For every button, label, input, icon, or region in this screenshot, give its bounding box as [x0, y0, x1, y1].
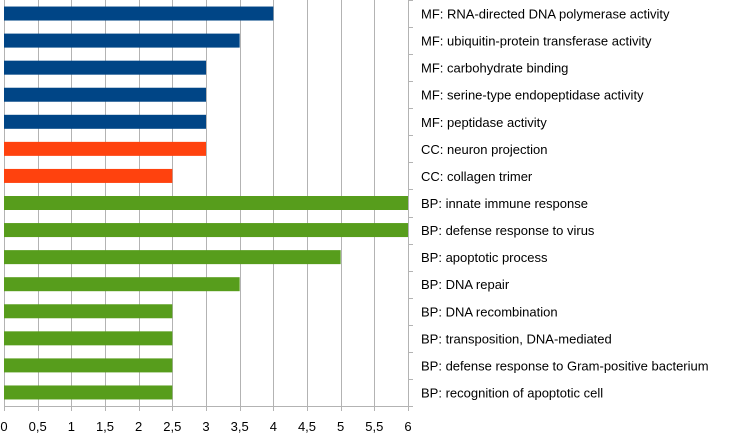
x-tick-label: 3	[202, 419, 209, 434]
bar	[4, 304, 173, 319]
bar	[4, 168, 173, 183]
category-label: BP: defense response to virus	[421, 223, 595, 238]
x-tick-label: 5	[337, 419, 344, 434]
category-label: MF: RNA-directed DNA polymerase activity	[421, 7, 670, 22]
x-tick-label: 3,5	[231, 419, 249, 434]
category-labels: MF: RNA-directed DNA polymerase activity…	[421, 7, 709, 401]
bar	[4, 114, 206, 129]
category-label: MF: serine-type endopeptidase activity	[421, 88, 644, 103]
bar	[4, 385, 173, 400]
x-tick-label: 1	[68, 419, 75, 434]
category-label: MF: carbohydrate binding	[421, 61, 568, 76]
x-axis: 0 0,5 1 1,5 2 2,5 3 3,5 4 4,5 5 5,5 6	[0, 406, 412, 434]
category-label: BP: recognition of apoptotic cell	[421, 385, 603, 400]
category-label: CC: neuron projection	[421, 142, 547, 157]
category-label: BP: innate immune response	[421, 196, 588, 211]
x-tick-label: 0,5	[29, 419, 47, 434]
x-tick-label: 4,5	[298, 419, 316, 434]
bar	[4, 6, 274, 21]
x-tick-label: 4	[270, 419, 277, 434]
bar	[4, 141, 206, 156]
bar	[4, 60, 206, 75]
category-label: BP: apoptotic process	[421, 250, 548, 265]
x-tick-label: 1,5	[96, 419, 114, 434]
x-tick-label: 5,5	[365, 419, 383, 434]
category-label: BP: transposition, DNA-mediated	[421, 331, 612, 346]
x-tick-label: 2	[135, 419, 142, 434]
bar	[4, 250, 341, 265]
bar	[4, 87, 206, 102]
category-label: BP: DNA repair	[421, 277, 510, 292]
x-tick-label: 2,5	[163, 419, 181, 434]
category-label: MF: ubiquitin-protein transferase activi…	[421, 34, 652, 49]
bar	[4, 223, 408, 238]
category-label: BP: defense response to Gram-positive ba…	[421, 358, 709, 373]
x-tick-label: 0	[0, 419, 7, 434]
category-label: CC: collagen trimer	[421, 169, 533, 184]
bar	[4, 196, 408, 210]
bar	[4, 277, 240, 292]
category-label: MF: peptidase activity	[421, 115, 547, 130]
bar	[4, 33, 240, 48]
x-tick-label: 6	[404, 419, 411, 434]
category-label: BP: DNA recombination	[421, 304, 558, 319]
bar	[4, 331, 173, 346]
bar	[4, 358, 173, 373]
bars	[4, 6, 408, 400]
